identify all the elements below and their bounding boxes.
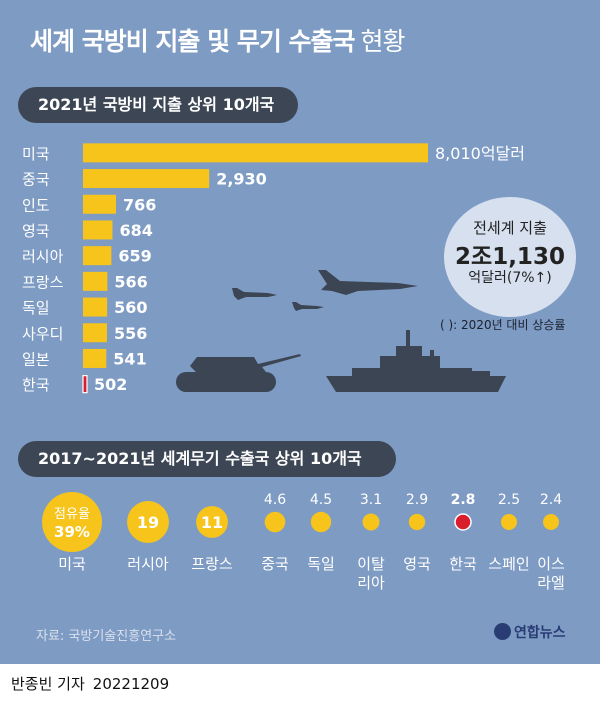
fighter-jet-small-icon — [232, 288, 277, 300]
bubble-value-label: 19 — [137, 513, 159, 532]
bar-category-label: 러시아 — [22, 248, 64, 266]
bubble-share-label: 점유율 — [54, 507, 90, 522]
exports-section-heading: 2017~2021년 세계무기 수출국 상위 10개국 — [18, 441, 396, 477]
bubble-category-label: 프랑스 — [191, 555, 233, 573]
bubble — [127, 501, 169, 543]
bubble — [543, 514, 559, 530]
yonhap-logo-icon — [494, 623, 511, 640]
spending-section-heading: 2021년 국방비 지출 상위 10개국 — [18, 87, 298, 123]
world-total-circle: 전세계 지출 2조1,130 억달러(7%↑) — [444, 197, 576, 317]
bar-value-label: 560 — [114, 298, 147, 317]
bubble-value-label: 4.5 — [310, 492, 332, 508]
title-main: 세계 국방비 지출 및 무기 수출국 — [30, 27, 356, 56]
bubble-value-label: 3.1 — [360, 492, 382, 508]
bar — [83, 348, 107, 368]
bar-value-label: 566 — [114, 272, 147, 291]
bubble-value-label: 39% — [54, 523, 90, 541]
warship-icon — [326, 330, 506, 392]
bubble — [42, 492, 102, 552]
bubble-category-label: 영국 — [403, 555, 431, 573]
world-total-change: (7%↑) — [506, 270, 552, 286]
bar-highlight — [82, 375, 88, 394]
bar — [83, 323, 107, 343]
bubble — [310, 511, 332, 533]
bubble-category-label: 러시아 — [127, 555, 169, 573]
bubble-value-label: 2.5 — [498, 492, 520, 508]
bubble-value-label: 11 — [201, 513, 223, 532]
bar-value-label: 541 — [113, 349, 146, 368]
bubble-category-label: 중국 — [261, 555, 289, 573]
byline: 반종빈 기자 20221209 — [11, 673, 169, 694]
bubble — [408, 513, 426, 531]
bubble-category-label: 리아 — [357, 574, 385, 592]
bar — [83, 297, 108, 317]
world-total-label: 전세계 지출 — [473, 219, 547, 237]
bar-category-label: 인도 — [22, 196, 50, 214]
reporter-name: 반종빈 기자 — [11, 675, 85, 693]
bubble — [264, 511, 286, 533]
bar-value-label: 556 — [114, 324, 147, 343]
bubble-category-label: 이스 — [537, 555, 565, 573]
bubble-value-label: 2.8 — [451, 492, 476, 508]
growth-note: ( ): 2020년 대비 상승률 — [440, 318, 566, 332]
bar-category-label: 한국 — [22, 376, 50, 394]
yonhap-logo: 연합뉴스 — [494, 622, 566, 642]
fighter-jet-large-icon — [318, 270, 418, 295]
bar — [83, 271, 108, 291]
bubble-category-label: 한국 — [449, 555, 477, 573]
bar-value-label: 684 — [119, 221, 152, 240]
bar — [83, 220, 113, 240]
bubble — [454, 513, 472, 531]
bar-category-label: 독일 — [22, 299, 50, 317]
bubble-category-label: 라엘 — [537, 574, 565, 592]
brand-name: 연합뉴스 — [514, 625, 566, 641]
source-note: 자료: 국방기술진흥연구소 — [36, 629, 177, 644]
military-silhouettes — [176, 270, 506, 392]
title-suffix: 현황 — [360, 27, 406, 56]
bubble-value-label: 4.6 — [264, 492, 286, 508]
page-title: 세계 국방비 지출 및 무기 수출국 현황 — [30, 22, 406, 58]
bar-category-label: 프랑스 — [22, 273, 64, 291]
bar-category-label: 미국 — [22, 145, 50, 163]
bubble — [362, 513, 380, 531]
world-total-unit-text: 억달러 — [468, 270, 507, 286]
world-total-unit: 억달러(7%↑) — [444, 267, 576, 287]
tank-icon — [176, 354, 301, 392]
bar-category-label: 영국 — [22, 222, 50, 240]
bubble-category-label: 미국 — [58, 555, 86, 573]
bar-unit-label: 억달러 — [481, 144, 525, 163]
bar — [83, 169, 210, 189]
bubble-category-label: 이탈 — [357, 555, 385, 573]
bubble-value-label: 2.9 — [406, 492, 428, 508]
fighter-jet-tiny-icon — [292, 302, 324, 311]
bubble-value-label: 2.4 — [540, 492, 562, 508]
bubble — [501, 514, 517, 530]
bar-category-label: 일본 — [22, 350, 50, 368]
bubble — [196, 506, 228, 538]
bar-category-label: 사우디 — [22, 325, 63, 343]
publish-date: 20221209 — [92, 675, 170, 693]
bar — [83, 246, 112, 266]
bar — [83, 143, 428, 163]
world-total-amount: 2조1,130 — [455, 244, 565, 270]
bar-value-label: 659 — [118, 247, 151, 266]
bar-value-label: 502 — [94, 375, 127, 394]
bubble-category-label: 스페인 — [488, 555, 529, 573]
bar-value-label: 2,930 — [216, 170, 267, 189]
bar-value-label: 8,010억달러 — [435, 144, 525, 163]
bar — [83, 194, 116, 214]
bar-category-label: 중국 — [22, 171, 50, 189]
bubble-category-label: 독일 — [307, 555, 335, 573]
bar-value-label: 766 — [123, 195, 156, 214]
